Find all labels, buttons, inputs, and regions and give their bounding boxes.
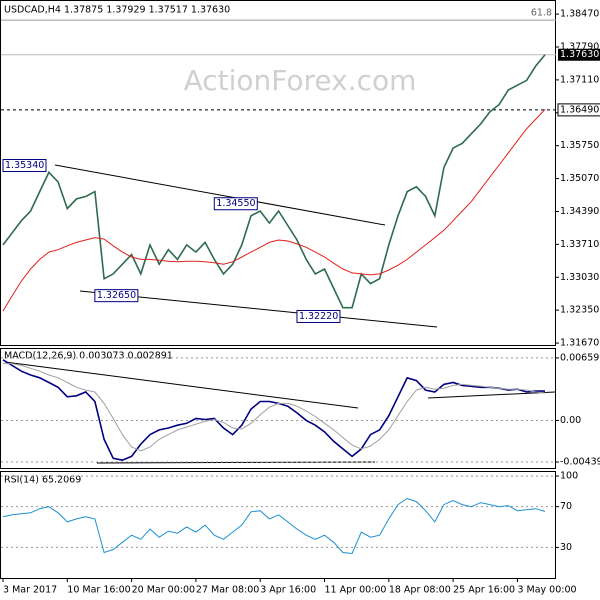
series-line [2, 497, 546, 555]
annotation-box [94, 289, 139, 303]
trendline [4, 361, 359, 409]
fib-label: 61.8 [531, 8, 552, 19]
x-tick-label: 20 Mar 00:00 [132, 585, 195, 596]
series-line [3, 363, 546, 452]
series-line [2, 359, 545, 462]
x-tick-label: 11 Apr 00:00 [325, 585, 387, 596]
y-tick-label: 30 [560, 542, 572, 553]
x-tick-label: 27 Mar 08:00 [196, 585, 259, 596]
level-box [557, 103, 600, 117]
annotation-label: 1.32220 [299, 311, 338, 322]
annotation-box [2, 159, 47, 173]
level-label: 1.36490 [560, 104, 599, 115]
y-tick-label: 1.32350 [560, 305, 599, 316]
x-tick-label: 3 Mar 2017 [3, 585, 57, 596]
annotation-label: 1.32650 [97, 290, 136, 301]
price-panel [0, 0, 556, 346]
series-line [2, 54, 546, 309]
y-tick-label: 1.34390 [560, 206, 599, 217]
y-tick-label: 1.37110 [560, 74, 599, 85]
y-tick-label: 1.31670 [560, 338, 599, 349]
trendline [427, 391, 556, 399]
rsi-panel [0, 471, 556, 579]
series-line [2, 109, 546, 312]
y-tick-label: 1.38470 [560, 9, 599, 20]
trendline [54, 164, 386, 226]
y-tick-label: 0.006599 [560, 352, 600, 363]
x-tick-label: 18 Apr 08:00 [389, 585, 451, 596]
y-tick-label: 1.33030 [560, 272, 599, 283]
x-tick-label: 3 Apr 16:00 [260, 585, 316, 596]
trendline [79, 290, 438, 328]
x-tick-label: 10 Mar 16:00 [67, 585, 130, 596]
x-tick-label: 25 Apr 16:00 [453, 585, 515, 596]
x-tick-label: 3 May 00:00 [517, 585, 576, 596]
y-tick-label: 70 [560, 501, 572, 512]
rsi-title: RSI(14) 65.2069 [4, 475, 81, 486]
y-tick-label: 0.00 [560, 415, 581, 426]
current-box [558, 48, 600, 61]
macd-panel [0, 348, 556, 469]
macd-title: MACD(12,26,9) 0.003073 0.002891 [4, 351, 173, 362]
trendlines [4, 164, 556, 464]
annotation-box [296, 309, 341, 323]
y-tick-label: 1.35750 [560, 140, 599, 151]
watermark: ActionForex.com [184, 64, 417, 97]
y-tick-label: 1.35070 [560, 173, 599, 184]
annotation-box [213, 197, 258, 211]
y-tick-label: 100 [560, 471, 578, 482]
y-tick-label: 1.37790 [560, 41, 599, 52]
annotation-label: 1.34550 [216, 198, 255, 209]
y-tick-label: 1.33710 [560, 239, 599, 250]
annotation-label: 1.35340 [5, 160, 44, 171]
current-label: 1.37630 [560, 49, 599, 60]
price-title: USDCAD,H4 1.37875 1.37929 1.37517 1.3763… [4, 5, 230, 16]
